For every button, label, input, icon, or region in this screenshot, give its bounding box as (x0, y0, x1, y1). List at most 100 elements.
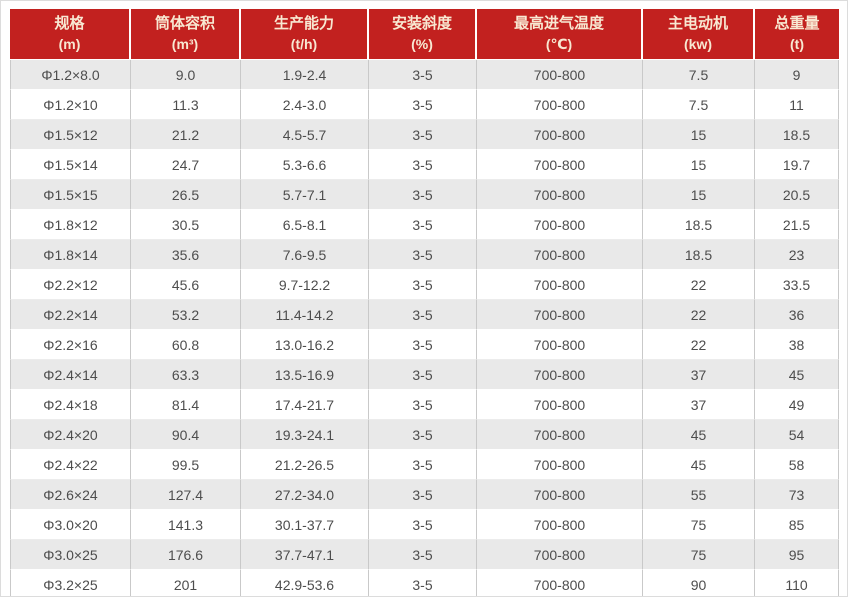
table-cell-weight: 95 (755, 540, 839, 570)
table-cell-motor: 15 (643, 150, 755, 180)
table-cell-slope: 3-5 (369, 450, 477, 480)
table-cell-temperature: 700-800 (477, 570, 643, 596)
table-cell-motor: 15 (643, 120, 755, 150)
table-cell-weight: 85 (755, 510, 839, 540)
table-cell-spec: Φ3.2×25 (10, 570, 131, 596)
table-cell-weight: 19.7 (755, 150, 839, 180)
table-cell-slope: 3-5 (369, 60, 477, 90)
table-cell-volume: 90.4 (131, 420, 241, 450)
table-cell-slope: 3-5 (369, 90, 477, 120)
table-cell-volume: 60.8 (131, 330, 241, 360)
table-cell-temperature: 700-800 (477, 510, 643, 540)
table-cell-spec: Φ1.5×12 (10, 120, 131, 150)
table-cell-motor: 22 (643, 300, 755, 330)
table-cell-weight: 20.5 (755, 180, 839, 210)
table-cell-volume: 30.5 (131, 210, 241, 240)
table-row: Φ2.4×14 63.3 13.5-16.9 3-5 700-800 37 45 (10, 360, 839, 390)
table-cell-slope: 3-5 (369, 270, 477, 300)
header-unit-spec: (m) (58, 36, 81, 52)
table-cell-capacity: 27.2-34.0 (241, 480, 369, 510)
table-cell-capacity: 37.7-47.1 (241, 540, 369, 570)
table-cell-slope: 3-5 (369, 120, 477, 150)
header-title-weight: 总重量 (774, 15, 820, 32)
table-cell-spec: Φ1.8×12 (10, 210, 131, 240)
table-cell-weight: 54 (755, 420, 839, 450)
header-cell-slope: 安装斜度 (%) (369, 9, 477, 60)
table-cell-weight: 58 (755, 450, 839, 480)
table-cell-motor: 7.5 (643, 60, 755, 90)
header-title-motor: 主电动机 (667, 15, 728, 32)
table-row: Φ3.0×20 141.3 30.1-37.7 3-5 700-800 75 85 (10, 510, 839, 540)
table-cell-slope: 3-5 (369, 240, 477, 270)
table-cell-spec: Φ1.5×15 (10, 180, 131, 210)
table-row: Φ3.2×25 201 42.9-53.6 3-5 700-800 90 110 (10, 570, 839, 596)
table-cell-slope: 3-5 (369, 510, 477, 540)
table-cell-slope: 3-5 (369, 210, 477, 240)
table-cell-capacity: 13.5-16.9 (241, 360, 369, 390)
table-cell-capacity: 13.0-16.2 (241, 330, 369, 360)
table-cell-volume: 11.3 (131, 90, 241, 120)
table-cell-motor: 45 (643, 450, 755, 480)
table-row: Φ1.8×14 35.6 7.6-9.5 3-5 700-800 18.5 23 (10, 240, 839, 270)
table-cell-slope: 3-5 (369, 180, 477, 210)
table-row: Φ2.2×16 60.8 13.0-16.2 3-5 700-800 22 38 (10, 330, 839, 360)
header-unit-motor: (kw) (684, 36, 712, 52)
table-cell-temperature: 700-800 (477, 120, 643, 150)
table-cell-weight: 36 (755, 300, 839, 330)
table-cell-capacity: 5.3-6.6 (241, 150, 369, 180)
header-cell-motor: 主电动机 (kw) (643, 9, 755, 60)
header-title-slope: 安装斜度 (391, 15, 452, 32)
table-row: Φ2.6×24 127.4 27.2-34.0 3-5 700-800 55 73 (10, 480, 839, 510)
table-cell-temperature: 700-800 (477, 90, 643, 120)
table-cell-capacity: 30.1-37.7 (241, 510, 369, 540)
table-cell-spec: Φ2.6×24 (10, 480, 131, 510)
table-cell-weight: 49 (755, 390, 839, 420)
table-row: Φ3.0×25 176.6 37.7-47.1 3-5 700-800 75 95 (10, 540, 839, 570)
table-cell-capacity: 17.4-21.7 (241, 390, 369, 420)
table-cell-temperature: 700-800 (477, 390, 643, 420)
header-row: 规格 (m) 筒体容积 (m³) 生产能力 (t/h) 安装斜度 (%) 最高进气温度 (℃) 主电… (10, 9, 839, 60)
table-cell-spec: Φ1.8×14 (10, 240, 131, 270)
table-row: Φ1.2×8.0 9.0 1.9-2.4 3-5 700-800 7.5 9 (10, 60, 839, 90)
table-cell-motor: 75 (643, 510, 755, 540)
header-unit-capacity: (t/h) (290, 36, 318, 52)
table-cell-slope: 3-5 (369, 330, 477, 360)
table-row: Φ2.2×14 53.2 11.4-14.2 3-5 700-800 22 36 (10, 300, 839, 330)
table-cell-weight: 9 (755, 60, 839, 90)
table-cell-motor: 18.5 (643, 210, 755, 240)
table-cell-weight: 110 (755, 570, 839, 596)
table-cell-temperature: 700-800 (477, 60, 643, 90)
table-cell-spec: Φ3.0×20 (10, 510, 131, 540)
table-cell-weight: 21.5 (755, 210, 839, 240)
table-cell-volume: 21.2 (131, 120, 241, 150)
table-cell-spec: Φ1.2×8.0 (10, 60, 131, 90)
table-cell-weight: 33.5 (755, 270, 839, 300)
table-cell-spec: Φ1.5×14 (10, 150, 131, 180)
table-cell-volume: 24.7 (131, 150, 241, 180)
table-cell-temperature: 700-800 (477, 420, 643, 450)
table-cell-capacity: 2.4-3.0 (241, 90, 369, 120)
header-title-temperature: 最高进气温度 (513, 15, 604, 32)
table-cell-spec: Φ2.4×14 (10, 360, 131, 390)
table-cell-weight: 18.5 (755, 120, 839, 150)
table-cell-capacity: 19.3-24.1 (241, 420, 369, 450)
table-cell-temperature: 700-800 (477, 450, 643, 480)
table-cell-temperature: 700-800 (477, 180, 643, 210)
table-cell-temperature: 700-800 (477, 480, 643, 510)
table-cell-volume: 63.3 (131, 360, 241, 390)
table-cell-motor: 22 (643, 330, 755, 360)
table-cell-temperature: 700-800 (477, 300, 643, 330)
header-unit-weight: (t) (790, 36, 804, 52)
table-cell-capacity: 5.7-7.1 (241, 180, 369, 210)
table-cell-volume: 53.2 (131, 300, 241, 330)
table-cell-capacity: 21.2-26.5 (241, 450, 369, 480)
table-row: Φ2.4×20 90.4 19.3-24.1 3-5 700-800 45 54 (10, 420, 839, 450)
table-cell-motor: 55 (643, 480, 755, 510)
table-cell-spec: Φ2.2×16 (10, 330, 131, 360)
header-cell-volume: 筒体容积 (m³) (131, 9, 241, 60)
table-row: Φ2.2×12 45.6 9.7-12.2 3-5 700-800 22 33.5 (10, 270, 839, 300)
table-cell-temperature: 700-800 (477, 150, 643, 180)
spec-table: 规格 (m) 筒体容积 (m³) 生产能力 (t/h) 安装斜度 (%) 最高进气温度 (℃) 主电… (10, 9, 839, 596)
table-cell-volume: 35.6 (131, 240, 241, 270)
